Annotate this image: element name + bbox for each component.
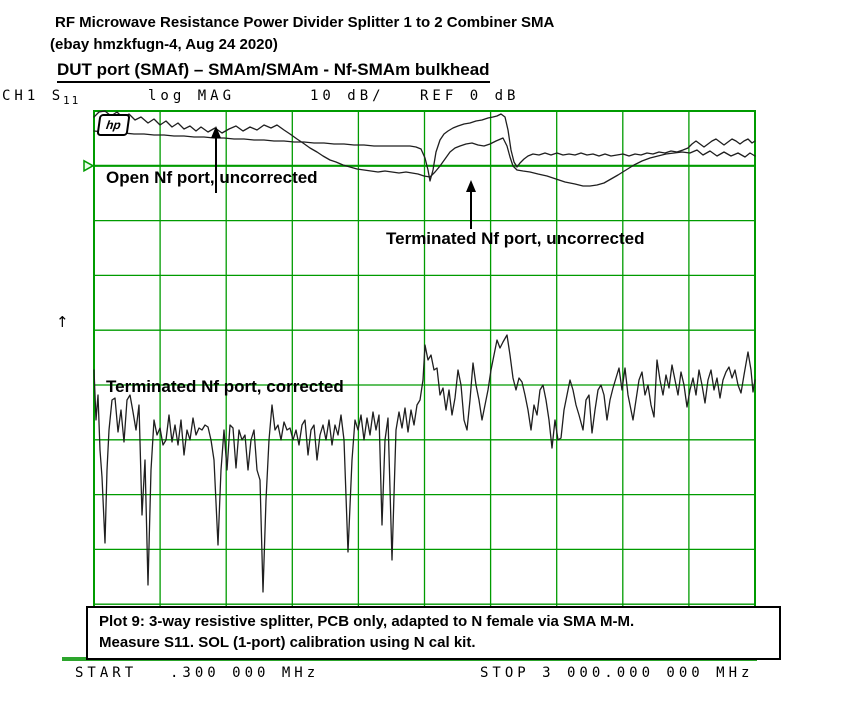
label-terminated-nf-corrected: Terminated Nf port, corrected — [106, 377, 344, 396]
start-frequency-value: .300 000 MHz — [170, 665, 320, 681]
label-open-nf-uncorrected: Open Nf port, uncorrected — [106, 168, 318, 187]
s-parameter-subscript: 11 — [63, 94, 81, 107]
reference-level-label: REF 0 dB — [420, 88, 520, 104]
stop-frequency-value: STOP 3 000.000 000 MHz — [480, 665, 754, 681]
scale-per-div-label: 10 dB/ — [310, 88, 385, 104]
label-terminated-nf-uncorrected: Terminated Nf port, uncorrected — [386, 229, 645, 248]
format-label: log MAG — [148, 88, 236, 104]
channel-label: CH1 S — [2, 88, 65, 104]
open-trace-arrow-icon — [211, 126, 221, 138]
note-line-1: Plot 9: 3-way resistive splitter, PCB on… — [99, 613, 635, 630]
terminated-trace-arrow-shaft — [470, 191, 472, 229]
hp-logo-text: hp — [105, 118, 122, 132]
measurement-note-box: Plot 9: 3-way resistive splitter, PCB on… — [86, 606, 781, 660]
trace-terminated-nf-uncorrected — [93, 113, 756, 182]
page-subtitle: (ebay hmzkfugn-4, Aug 24 2020) — [50, 36, 278, 53]
start-frequency-label: START — [75, 665, 138, 681]
open-trace-arrow-shaft — [215, 137, 217, 193]
trace-terminated-nf-corrected — [93, 334, 756, 593]
margin-up-arrow-icon: ↑ — [56, 313, 69, 331]
terminated-trace-arrow-icon — [466, 180, 476, 192]
reference-marker-triangle-icon — [83, 159, 95, 173]
hp-logo: hp — [96, 114, 131, 136]
dut-configuration-title: DUT port (SMAf) – SMAm/SMAm - Nf-SMAm bu… — [57, 60, 490, 83]
note-line-2: Measure S11. SOL (1-port) calibration us… — [99, 634, 476, 651]
trace-open-nf-uncorrected — [93, 110, 756, 187]
page-title: RF Microwave Resistance Power Divider Sp… — [55, 14, 555, 31]
